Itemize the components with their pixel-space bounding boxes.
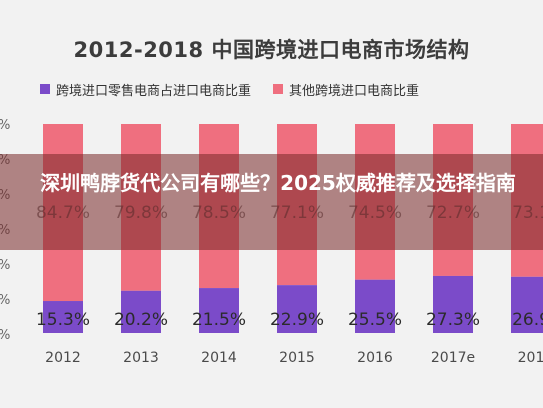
y-tick-label: % <box>0 258 10 273</box>
legend-swatch-retail <box>40 84 50 94</box>
legend-swatch-other <box>273 84 284 94</box>
x-tick-label: 2016 <box>357 350 393 366</box>
x-tick-label: 2017e <box>431 350 475 366</box>
chart-legend: 跨境进口零售电商占进口电商比重 其他跨境进口电商比重 <box>40 80 441 99</box>
chart-title: 2012-2018 中国跨境进口电商市场结构 <box>73 38 470 62</box>
data-label-retail: 26.9 <box>512 310 543 330</box>
data-label-retail: 27.3% <box>426 310 480 330</box>
data-label-retail: 21.5% <box>192 310 246 330</box>
bar-retail-segment <box>511 276 543 333</box>
bar-retail-segment <box>121 290 161 333</box>
x-tick-label: 201 <box>518 350 543 366</box>
data-label-retail: 15.3% <box>36 310 90 330</box>
bar-retail-segment <box>355 279 395 333</box>
headline-banner <box>0 154 543 250</box>
x-tick-label: 2012 <box>45 350 81 366</box>
legend-item-other: 其他跨境进口电商比重 <box>273 80 419 99</box>
bar-retail-segment <box>43 301 83 333</box>
y-tick-label: % <box>0 328 10 343</box>
data-label-retail: 22.9% <box>270 310 324 330</box>
data-label-retail: 20.2% <box>114 310 168 330</box>
legend-item-retail: 跨境进口零售电商占进口电商比重 <box>40 80 251 99</box>
x-tick-label: 2014 <box>201 350 237 366</box>
x-tick-label: 2015 <box>279 350 315 366</box>
y-tick-label: % <box>0 118 10 133</box>
data-label-retail: 25.5% <box>348 310 402 330</box>
bar-retail-segment <box>277 285 317 333</box>
bar-retail-segment <box>433 275 473 333</box>
legend-label-retail: 跨境进口零售电商占进口电商比重 <box>56 83 252 99</box>
headline-text: 深圳鸭脖货代公司有哪些？2025权威推荐及选择指南 <box>40 171 516 195</box>
x-tick-label: 2013 <box>123 350 159 366</box>
y-tick-label: % <box>0 293 10 308</box>
legend-label-other: 其他跨境进口电商比重 <box>289 83 420 99</box>
bar-retail-segment <box>199 288 239 333</box>
